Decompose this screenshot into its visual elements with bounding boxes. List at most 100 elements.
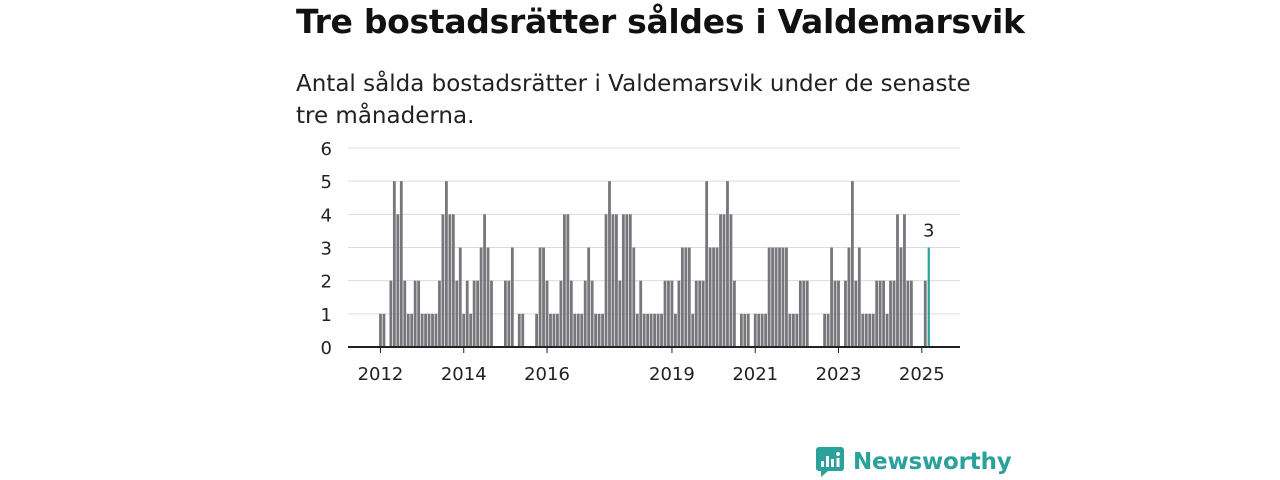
bar — [382, 313, 386, 347]
x-tick-label: 2016 — [524, 364, 570, 385]
bar — [847, 247, 851, 347]
bar — [583, 280, 587, 347]
bar — [826, 313, 830, 347]
bar — [389, 280, 393, 347]
bar — [615, 214, 618, 347]
bar — [788, 313, 792, 347]
bar — [795, 313, 799, 347]
y-tick-label: 6 — [321, 139, 332, 160]
bar — [684, 247, 688, 347]
bar — [792, 313, 795, 347]
y-tick-label: 3 — [321, 239, 332, 260]
bar — [850, 181, 854, 347]
bar — [646, 313, 650, 347]
bar — [875, 280, 879, 347]
bar — [767, 247, 771, 347]
bar — [760, 313, 764, 347]
bar — [733, 280, 736, 347]
bar — [403, 280, 407, 347]
bar — [861, 313, 865, 347]
brand-name: Newsworthy — [853, 449, 1012, 475]
bar — [906, 280, 910, 347]
bar — [878, 280, 882, 347]
bar — [632, 247, 636, 347]
bar — [677, 280, 681, 347]
bar — [576, 313, 580, 347]
bar — [882, 280, 886, 347]
bar — [802, 280, 806, 347]
bar — [871, 313, 875, 347]
bar — [545, 280, 549, 347]
bar — [896, 214, 899, 347]
bar — [739, 313, 743, 347]
bars — [379, 181, 930, 347]
bar — [899, 247, 903, 347]
bar — [580, 313, 584, 347]
bar — [625, 214, 629, 347]
bar — [392, 181, 396, 347]
bar — [621, 214, 625, 347]
bar — [635, 313, 639, 347]
bar — [864, 313, 868, 347]
bar — [667, 280, 670, 347]
bar — [559, 280, 563, 347]
bar — [663, 280, 667, 347]
bar — [694, 280, 698, 347]
bar — [611, 214, 615, 347]
bar — [608, 181, 611, 347]
x-tick-label: 2012 — [358, 364, 404, 385]
bar — [903, 214, 906, 347]
x-tick-label: 2019 — [649, 364, 695, 385]
bar — [726, 181, 729, 347]
bar — [562, 214, 566, 347]
bar — [712, 247, 715, 347]
bar — [844, 280, 847, 347]
bar — [458, 247, 462, 347]
bar — [521, 313, 525, 347]
x-tick-label: 2021 — [732, 364, 778, 385]
chart-title: Tre bostadsrätter såldes i Valdemarsvik — [296, 2, 1025, 41]
bar — [670, 280, 674, 347]
bar — [833, 280, 837, 347]
bar — [399, 181, 403, 347]
bar — [552, 313, 556, 347]
x-tick-label: 2025 — [899, 364, 945, 385]
bar — [691, 313, 695, 347]
bar — [719, 214, 722, 347]
bar — [774, 247, 778, 347]
bar — [687, 247, 691, 347]
bar — [410, 313, 414, 347]
bar — [868, 313, 872, 347]
bar — [805, 280, 809, 347]
bar — [431, 313, 434, 347]
bar — [830, 247, 833, 347]
bar — [462, 313, 466, 347]
bar — [413, 280, 417, 347]
bar — [642, 313, 646, 347]
bar — [549, 313, 552, 347]
bar — [660, 313, 663, 347]
bar — [923, 280, 927, 347]
highlight-value-label: 3 — [923, 221, 934, 242]
bar — [781, 247, 785, 347]
bar — [729, 214, 733, 347]
bar — [746, 313, 750, 347]
y-tick-label: 1 — [321, 305, 332, 326]
y-axis-ticks: 0 1 2 3 4 5 6 — [321, 139, 332, 359]
bar — [594, 313, 598, 347]
bar — [448, 214, 452, 347]
bar — [701, 280, 705, 347]
bar — [757, 313, 761, 347]
bar — [597, 313, 601, 347]
bar — [451, 214, 455, 347]
y-tick-label: 2 — [321, 272, 332, 293]
bar — [427, 313, 431, 347]
bar-highlighted — [927, 247, 930, 347]
bar — [573, 313, 577, 347]
bar — [510, 247, 514, 347]
bar — [639, 280, 643, 347]
bar — [465, 280, 469, 347]
bar — [889, 280, 892, 347]
bar — [476, 280, 480, 347]
bar — [798, 280, 802, 347]
